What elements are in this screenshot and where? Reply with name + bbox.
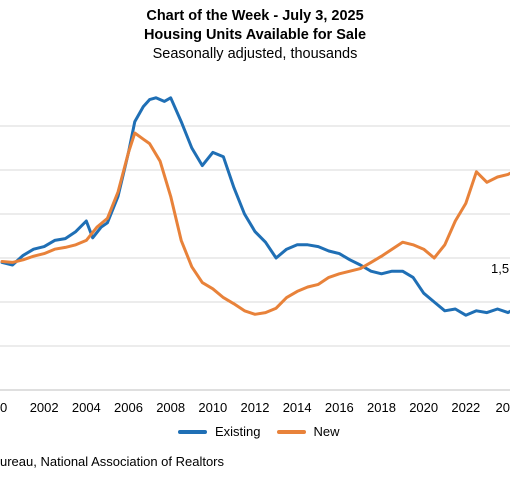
x-axis-ticks: 0 2002 2004 2006 2008 2010 2012 2014 2016 2018 202… <box>0 400 510 415</box>
legend-label-existing: Existing <box>215 424 261 439</box>
x-tick-label: 2020 <box>409 400 438 415</box>
x-tick-label: 2006 <box>114 400 143 415</box>
legend: Existing New <box>178 424 356 439</box>
x-tick-label: 2002 <box>30 400 59 415</box>
series-line-new <box>0 131 510 316</box>
series-lines <box>0 96 510 317</box>
x-tick-label: 2018 <box>367 400 396 415</box>
gridlines <box>0 125 510 391</box>
chart-title: Chart of the Week - July 3, 2025 <box>146 8 364 24</box>
legend-item-new: New <box>276 424 340 439</box>
x-tick-label: 20 <box>496 400 510 415</box>
legend-item-existing: Existing <box>178 424 261 439</box>
legend-swatch-new <box>276 429 306 434</box>
x-tick-label: 2014 <box>283 400 312 415</box>
x-tick-label: 2008 <box>156 400 185 415</box>
x-tick-label: 2012 <box>241 400 270 415</box>
x-tick-label: 2004 <box>72 400 101 415</box>
x-tick-label: 0 <box>0 400 7 415</box>
source-note: ureau, National Association of Realtors <box>0 454 225 469</box>
chart-units-note: Seasonally adjusted, thousands <box>152 46 358 62</box>
x-tick-label: 2010 <box>198 400 227 415</box>
value-annotation: 1,5 <box>491 261 509 276</box>
chart-subtitle: Housing Units Available for Sale <box>143 27 367 43</box>
legend-swatch-existing <box>178 429 207 434</box>
series-line-existing <box>0 96 510 317</box>
legend-label-new: New <box>313 424 340 439</box>
x-tick-label: 2022 <box>451 400 480 415</box>
x-tick-label: 2016 <box>325 400 354 415</box>
